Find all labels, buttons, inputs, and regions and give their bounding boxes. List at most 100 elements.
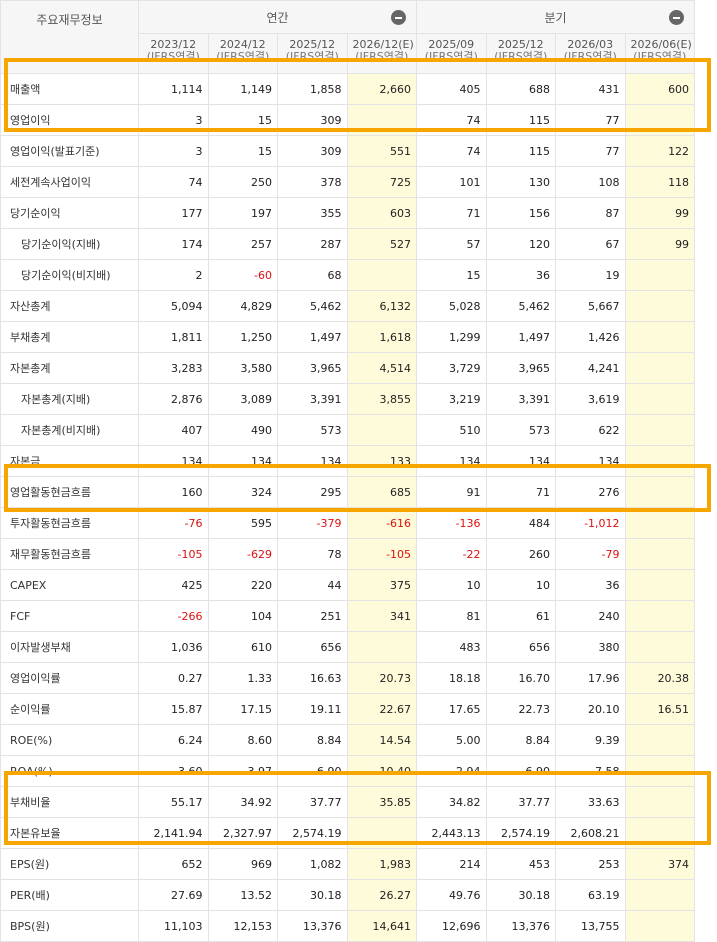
cell: 71 — [485, 476, 557, 508]
cell: 5.00 — [416, 724, 487, 756]
cell — [624, 352, 696, 384]
column-header: 2026/12(E) (IFRS연결) — [346, 33, 418, 74]
row-label: 재무활동현금흐름 — [0, 538, 139, 570]
cell: 44 — [277, 569, 348, 601]
cell: 573 — [277, 414, 348, 446]
cell: 1,497 — [485, 321, 557, 353]
cell: 220 — [207, 569, 278, 601]
column-sub: (IFRS연결) — [563, 50, 617, 63]
column-label: 2023/12 — [150, 38, 197, 51]
table-row: 재무활동현금흐름 -105 -629 78 -105 -22 260 -79 — [0, 538, 696, 570]
cell: 10 — [416, 569, 487, 601]
cell: -629 — [207, 538, 278, 570]
cell: 3,283 — [138, 352, 209, 384]
cell: 13.52 — [207, 879, 278, 911]
cell: 3,965 — [485, 352, 557, 384]
row-label: 자본총계 — [0, 352, 139, 384]
row-label: 자본금 — [0, 445, 139, 477]
cell: -136 — [416, 507, 487, 539]
cell — [346, 414, 418, 446]
row-label: 영업활동현금흐름 — [0, 476, 139, 508]
cell: 656 — [277, 631, 348, 663]
cell: 17.65 — [416, 693, 487, 725]
cell: 15 — [416, 259, 487, 291]
row-label: 부채비율 — [0, 786, 139, 818]
cell: 101 — [416, 166, 487, 198]
cell: 253 — [555, 848, 626, 880]
table-row: 자본금 134 134 134 133 134 134 134 — [0, 445, 696, 477]
group-label: 연간 — [266, 10, 289, 25]
cell: 30.18 — [485, 879, 557, 911]
cell: 18.18 — [416, 662, 487, 694]
cell: 99 — [624, 228, 696, 260]
cell — [624, 507, 696, 539]
column-header: 2025/09 (IFRS연결) — [416, 33, 487, 74]
cell: 551 — [346, 135, 418, 167]
cell: 20.10 — [555, 693, 626, 725]
cell: 3.97 — [207, 755, 278, 787]
table-row: 자본총계(지배) 2,876 3,089 3,391 3,855 3,219 3,391 3,… — [0, 383, 696, 415]
cell: 134 — [207, 445, 278, 477]
column-sub: (IFRS연결) — [633, 50, 687, 63]
column-label: 2024/12 — [219, 38, 266, 51]
cell — [624, 414, 696, 446]
cell: 134 — [277, 445, 348, 477]
cell: 378 — [277, 166, 348, 198]
table-row: 이자발생부채 1,036 610 656 483 656 380 — [0, 631, 696, 663]
cell: 374 — [624, 848, 696, 880]
cell — [346, 104, 418, 136]
cell: 134 — [485, 445, 557, 477]
cell: 295 — [277, 476, 348, 508]
cell: 1,497 — [277, 321, 348, 353]
column-label: 2026/03 — [567, 38, 614, 51]
column-sub: (IFRS연결) — [355, 50, 409, 63]
cell: 134 — [416, 445, 487, 477]
cell: 19 — [555, 259, 626, 291]
cell: 6,132 — [346, 290, 418, 322]
cell: 13,755 — [555, 910, 626, 942]
table-row: 자본유보율 2,141.94 2,327.97 2,574.19 2,443.13 2,5… — [0, 817, 696, 849]
cell: 67 — [555, 228, 626, 260]
cell: 3 — [138, 135, 209, 167]
column-header: 2026/03 (IFRS연결) — [555, 33, 626, 74]
cell: 1,618 — [346, 321, 418, 353]
row-label: EPS(원) — [0, 848, 139, 880]
table-row: FCF -266 104 251 341 81 61 240 — [0, 600, 696, 632]
cell: 2 — [138, 259, 209, 291]
table-row: 부채총계 1,811 1,250 1,497 1,618 1,299 1,497 1,426 — [0, 321, 696, 353]
cell: 1,149 — [207, 73, 278, 105]
cell: 3,855 — [346, 383, 418, 415]
row-label: 매출액 — [0, 73, 139, 105]
table-row: 영업이익률 0.27 1.33 16.63 20.73 18.18 16.70 17.96 20… — [0, 662, 696, 694]
cell: 74 — [416, 135, 487, 167]
row-label: 영업이익 — [0, 104, 139, 136]
cell: 8.60 — [207, 724, 278, 756]
cell — [624, 104, 696, 136]
column-sub: (IFRS연결) — [216, 50, 270, 63]
cell: 91 — [416, 476, 487, 508]
row-label: PER(배) — [0, 879, 139, 911]
cell: 3,729 — [416, 352, 487, 384]
cell: 510 — [416, 414, 487, 446]
table-row: 당기순이익(비지배) 2 -60 68 15 36 19 — [0, 259, 696, 291]
cell: 108 — [555, 166, 626, 198]
cell: 2,443.13 — [416, 817, 487, 849]
cell: 685 — [346, 476, 418, 508]
collapse-button[interactable] — [669, 10, 685, 25]
cell: 11,103 — [138, 910, 209, 942]
cell: 6.90 — [277, 755, 348, 787]
cell: 1,858 — [277, 73, 348, 105]
collapse-button[interactable] — [391, 10, 407, 25]
row-label: 영업이익률 — [0, 662, 139, 694]
group-header: 연간 — [137, 0, 418, 34]
cell: 3,219 — [416, 383, 487, 415]
cell: 5,094 — [138, 290, 209, 322]
cell: 197 — [207, 197, 278, 229]
row-label: BPS(원) — [0, 910, 139, 942]
cell: 5,462 — [277, 290, 348, 322]
cell: 16.63 — [277, 662, 348, 694]
cell: 10 — [485, 569, 557, 601]
row-label: 투자활동현금흐름 — [0, 507, 139, 539]
cell: 600 — [624, 73, 696, 105]
row-label: CAPEX — [0, 569, 139, 601]
